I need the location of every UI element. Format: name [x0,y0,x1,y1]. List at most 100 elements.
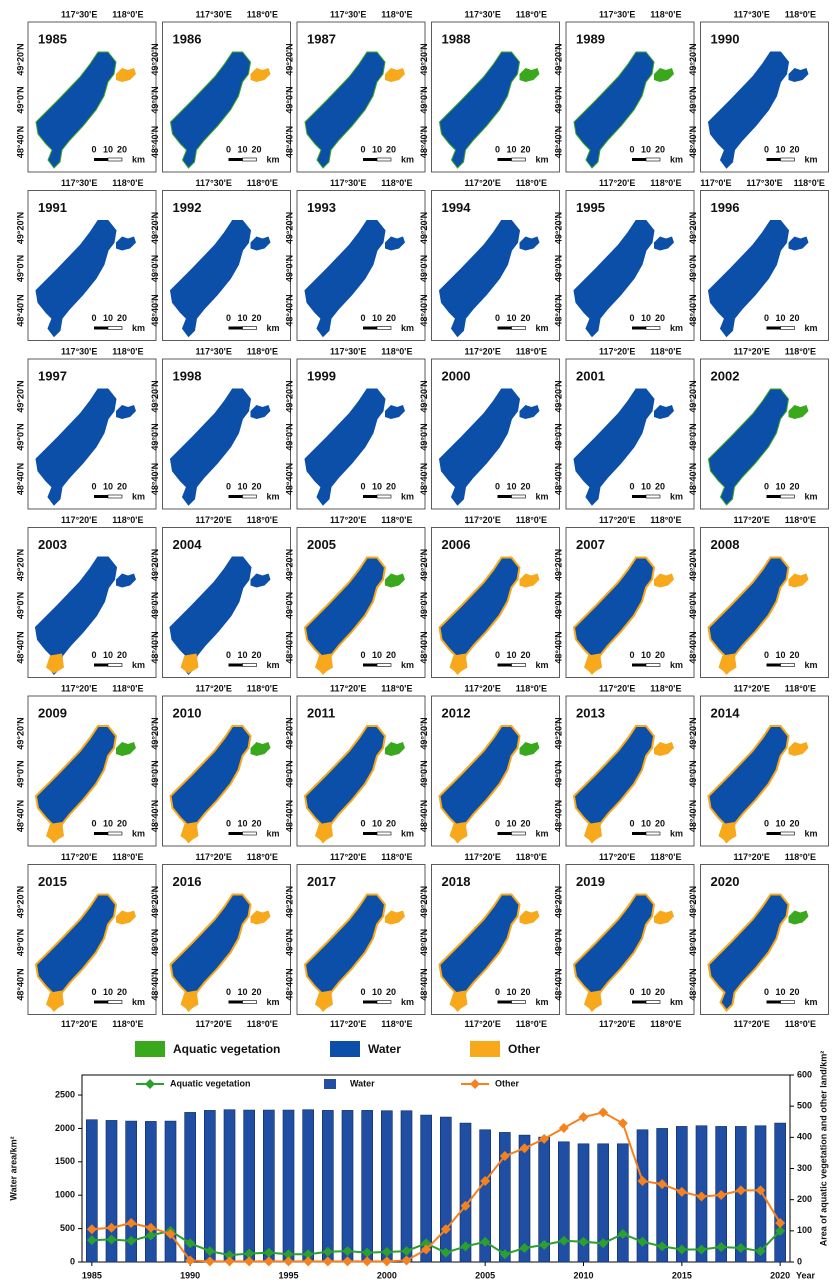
bar [303,1110,314,1262]
map-panel: 2009117°20'E118°0'E49°20'N49°0'N48°40'N0… [15,683,156,846]
scale-label: 0 [226,144,231,154]
lon-label: 118°0'E [247,178,278,188]
lat-label: 49°0'N [553,760,563,787]
map-year: 2009 [38,705,67,720]
lat-label: 48°40'N [419,631,429,663]
scale-bar-white [243,495,257,498]
map-panel: 2005117°20'E118°0'E49°20'N49°0'N48°40'N0… [284,515,425,678]
scale-label: 0 [495,650,500,660]
scale-bar-black [767,495,781,498]
lat-label: 48°40'N [15,463,25,495]
lat-label: 49°0'N [688,760,698,787]
map-year: 2015 [38,874,67,889]
scale-label: 10 [506,650,516,660]
lon-label: 118°0'E [381,852,412,862]
lat-label: 48°40'N [284,800,294,832]
scale-label: 0 [495,313,500,323]
scale-label: km [536,997,549,1007]
lat-label: 48°40'N [284,126,294,158]
scale-label: 20 [655,650,665,660]
scale-label: km [536,491,549,501]
scale-bar-white [377,158,391,161]
lat-label: 49°0'N [419,929,429,956]
lon-label: 117°20'E [61,852,97,862]
scale-bar-black [498,495,512,498]
scale-bar-black [229,832,243,835]
scale-label: 20 [386,144,396,154]
scale-bar-black [94,832,108,835]
lon-label: 118°0'E [516,515,547,525]
scale-label: 20 [789,481,799,491]
map-year: 2003 [38,537,67,552]
scale-label: km [805,323,818,333]
map-year: 2012 [442,705,471,720]
lat-label: 48°40'N [688,126,698,158]
bar [263,1110,274,1262]
lon-label: 117°20'E [330,852,366,862]
scale-label: 20 [655,818,665,828]
lat-label: 49°20'N [150,886,160,918]
y-tick-label: 500 [60,1223,75,1233]
map-panel: 1989117°30'E118°0'E49°20'N49°0'N48°40'N0… [553,9,694,172]
scale-label: 0 [764,987,769,997]
scale-label: 0 [629,313,634,323]
lat-label: 49°20'N [688,212,698,244]
lon-label: 117°30'E [330,178,366,188]
scale-bar-black [94,495,108,498]
y2-tick-label: 100 [797,1225,812,1235]
lon-label: 117°30'E [61,9,97,19]
scale-bar-white [377,495,391,498]
bar [440,1117,451,1262]
lon-label: 118°0'E [785,852,816,862]
lon-label: 117°30'E [196,178,232,188]
scale-label: 10 [641,987,651,997]
bar [381,1111,392,1262]
lat-label: 49°20'N [419,380,429,412]
lat-label: 48°40'N [150,126,160,158]
scale-bar-black [363,495,377,498]
lon-label: 117°30'E [196,9,232,19]
scale-label: 20 [251,313,261,323]
lat-label: 49°0'N [419,423,429,450]
map-year: 2018 [442,874,471,889]
scale-label: 20 [655,481,665,491]
map-year: 2006 [442,537,471,552]
scale-bar-black [363,158,377,161]
map-panel: 1992117°30'E118°0'E49°20'N49°0'N48°40'N0… [150,178,291,341]
y-tick-label: 2500 [55,1089,75,1099]
lat-label: 49°0'N [15,760,25,787]
lon-label: 117°20'E [330,515,366,525]
map-panel: 1988117°30'E118°0'E49°20'N49°0'N48°40'N0… [419,9,560,172]
scale-bar-white [646,327,660,330]
scale-bar-black [498,1001,512,1004]
lon-label: 118°0'E [247,852,278,862]
lat-label: 48°40'N [15,126,25,158]
x-tick-label: 2015 [672,1270,692,1280]
scale-label: 10 [103,818,113,828]
scale-bar-white [646,1001,660,1004]
scale-label: 0 [91,313,96,323]
lon-label: 117°30'E [61,178,97,188]
scale-label: 20 [655,987,665,997]
x-tick-label: 1995 [278,1270,298,1280]
scale-label: 0 [629,144,634,154]
lat-label: 48°40'N [150,463,160,495]
lon-label: 117°20'E [599,1019,635,1029]
scale-bar-black [632,664,646,667]
scale-label: 20 [386,987,396,997]
scale-label: 10 [372,313,382,323]
map-year: 1998 [173,368,202,383]
lon-label: 117°30'E [599,9,635,19]
lat-label: 49°20'N [553,43,563,75]
lat-label: 49°20'N [553,717,563,749]
map-year: 1993 [307,200,336,215]
map-year: 1997 [38,368,67,383]
lon-label: 118°0'E [247,1019,278,1029]
scale-bar-white [781,158,795,161]
lat-label: 49°20'N [553,886,563,918]
lat-label: 49°20'N [419,549,429,581]
lon-label: 118°0'E [381,346,412,356]
lat-label: 49°20'N [150,380,160,412]
lat-label: 48°40'N [553,968,563,1000]
